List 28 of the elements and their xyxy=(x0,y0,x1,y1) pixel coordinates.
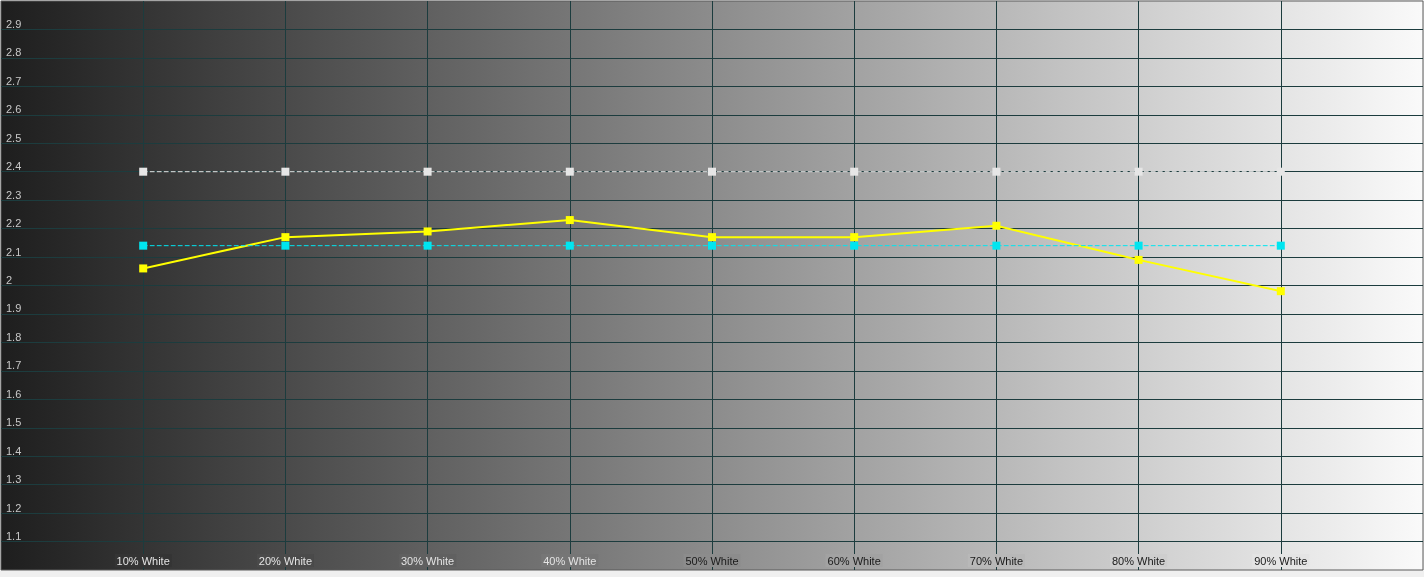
y-tick-label: 1.3 xyxy=(6,473,22,486)
x-tick-label: 40% White xyxy=(543,554,597,567)
y-tick-label: 2.5 xyxy=(6,131,22,144)
y-tick-label: 2.2 xyxy=(6,217,22,230)
y-tick-label: 2.1 xyxy=(6,245,22,258)
y-tick-label: 1.9 xyxy=(6,302,22,315)
y-tick-label: 1.4 xyxy=(6,444,22,457)
x-tick-label: 50% White xyxy=(685,554,739,567)
y-tick-label: 1.1 xyxy=(6,530,22,543)
y-tick-label: 2.7 xyxy=(6,74,22,87)
y-tick-label: 1.5 xyxy=(6,416,22,429)
y-tick-label: 2.3 xyxy=(6,188,22,201)
y-tick-label: 1.7 xyxy=(6,359,22,372)
y-tick-label: 2 xyxy=(6,274,13,286)
x-tick-label: 20% White xyxy=(258,554,312,567)
y-tick-label: 2.4 xyxy=(6,160,22,173)
y-tick-label: 2.6 xyxy=(6,103,22,116)
x-tick-label: 70% White xyxy=(969,554,1023,567)
y-tick-label: 1.2 xyxy=(6,501,22,514)
y-tick-label: 2.9 xyxy=(6,17,22,30)
x-tick-label: 60% White xyxy=(827,554,881,567)
x-tick-label: 30% White xyxy=(401,554,455,567)
x-tick-label: 90% White xyxy=(1254,554,1308,567)
x-tick-label: 10% White xyxy=(116,554,170,567)
y-tick-label: 1.6 xyxy=(6,387,22,400)
x-tick-label: 80% White xyxy=(1112,554,1166,567)
y-tick-label: 2.8 xyxy=(6,46,22,59)
y-tick-label: 1.8 xyxy=(6,330,22,343)
